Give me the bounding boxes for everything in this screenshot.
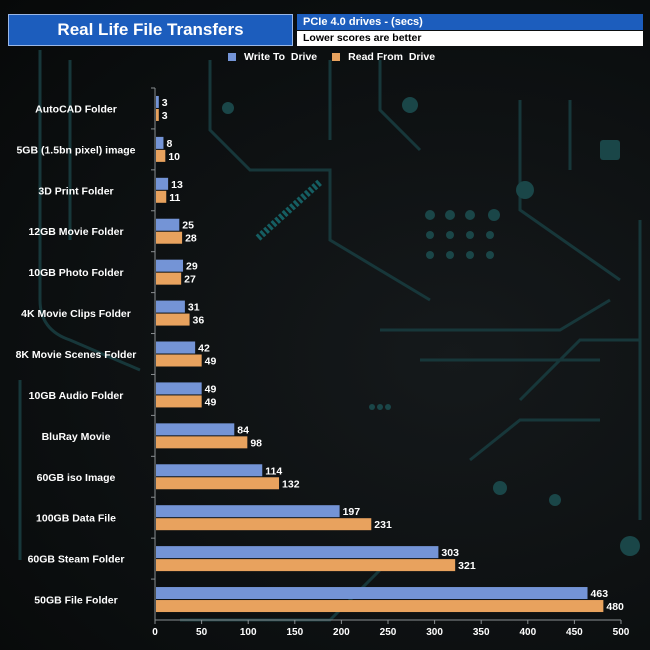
bar-write (156, 464, 263, 477)
bar-write (156, 382, 202, 395)
category-label: 100GB Data File (36, 513, 116, 525)
legend: Write To Drive Read From Drive (228, 50, 450, 64)
bar-read (156, 600, 604, 613)
data-label-write: 3 (162, 97, 168, 109)
data-label-write: 49 (205, 383, 217, 395)
x-tick-label: 200 (333, 627, 350, 638)
data-label-write: 84 (237, 424, 249, 436)
bar-read (156, 518, 372, 531)
data-label-write: 197 (343, 506, 361, 518)
bar-write (156, 300, 185, 313)
x-tick-label: 50 (196, 627, 208, 638)
chart-subtitle: PCIe 4.0 drives - (secs) (297, 14, 643, 30)
data-label-read: 321 (458, 560, 476, 572)
bar-write (156, 505, 340, 518)
bar-write (156, 587, 588, 600)
category-label: 10GB Audio Folder (29, 390, 124, 402)
bar-write (156, 136, 164, 149)
data-label-read: 480 (606, 601, 624, 613)
bar-read (156, 108, 159, 121)
bar-read (156, 436, 248, 449)
bar-write (156, 259, 184, 272)
data-label-write: 463 (591, 588, 609, 600)
bar-write (156, 423, 235, 436)
bar-read (156, 354, 202, 367)
bar-write (156, 341, 196, 354)
bar-read (156, 477, 280, 490)
legend-label-read: Read From Drive (348, 51, 436, 63)
bar-read (156, 559, 456, 572)
data-label-read: 49 (205, 396, 217, 408)
category-label: 60GB Steam Folder (28, 554, 125, 566)
bar-read (156, 231, 183, 244)
x-tick-label: 400 (519, 627, 536, 638)
legend-swatch-read (332, 53, 341, 61)
data-label-write: 303 (441, 547, 459, 559)
category-label: AutoCAD Folder (35, 103, 117, 115)
bar-write (156, 218, 180, 231)
data-label-read: 28 (185, 233, 197, 245)
x-tick-label: 500 (613, 627, 630, 638)
category-label: 10GB Photo Folder (28, 267, 123, 279)
x-tick-label: 150 (286, 627, 303, 638)
legend-item-read: Read From Drive (332, 51, 435, 63)
data-label-read: 231 (374, 519, 392, 531)
category-label: BluRay Movie (42, 431, 111, 443)
bar-write (156, 95, 159, 108)
legend-swatch-write (228, 53, 236, 61)
data-label-write: 25 (182, 220, 194, 232)
legend-item-write: Write To Drive (228, 51, 317, 63)
data-label-write: 29 (186, 261, 198, 273)
data-label-read: 11 (169, 192, 180, 204)
x-tick-label: 300 (426, 627, 443, 638)
data-label-read: 3 (162, 110, 168, 122)
x-tick-label: 450 (566, 627, 583, 638)
data-label-read: 132 (282, 478, 300, 490)
data-label-read: 27 (184, 274, 196, 286)
category-label: 3D Print Folder (38, 185, 113, 197)
data-label-write: 13 (171, 179, 183, 191)
chart-note: Lower scores are better (297, 31, 643, 46)
bar-read (156, 272, 182, 285)
data-label-write: 31 (188, 302, 200, 314)
data-label-read: 49 (205, 356, 217, 368)
legend-label-write: Write To Drive (244, 51, 318, 63)
bar-write (156, 177, 169, 190)
category-label: 50GB File Folder (34, 595, 117, 607)
category-label: 8K Movie Scenes Folder (16, 349, 137, 361)
category-label: 60GB iso Image (37, 472, 116, 484)
x-tick-label: 0 (152, 627, 158, 638)
data-label-write: 42 (198, 343, 210, 355)
data-label-read: 10 (168, 151, 180, 163)
bar-write (156, 546, 439, 559)
category-label: 4K Movie Clips Folder (21, 308, 131, 320)
data-label-read: 98 (250, 437, 262, 449)
data-label-write: 114 (265, 465, 282, 477)
x-tick-label: 100 (240, 627, 257, 638)
x-tick-label: 250 (380, 627, 397, 638)
chart-title: Real Life File Transfers (8, 14, 293, 46)
bar-read (156, 149, 166, 162)
bar-read (156, 190, 167, 203)
data-label-write: 8 (166, 138, 172, 150)
bar-read (156, 313, 190, 326)
data-label-read: 36 (193, 315, 205, 327)
category-label: 12GB Movie Folder (28, 226, 123, 238)
x-tick-label: 350 (473, 627, 490, 638)
category-label: 5GB (1.5bn pixel) image (16, 144, 135, 156)
bar-read (156, 395, 202, 408)
